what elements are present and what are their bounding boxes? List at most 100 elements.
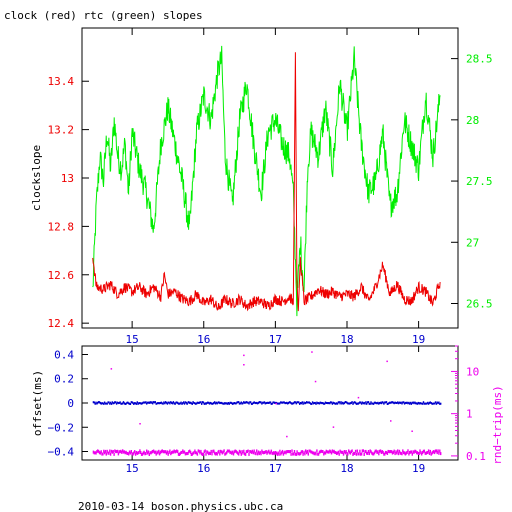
rndtrip-point (212, 449, 214, 453)
offset-y-tick-label: 0 (67, 397, 74, 410)
offset-point (231, 402, 233, 405)
rndtrip-point (432, 450, 434, 454)
rndtrip-point (280, 452, 282, 456)
rndtrip-y-axis-label: rnd−trip(ms) (491, 385, 504, 464)
offset-point (340, 401, 342, 404)
offset-point (280, 401, 282, 404)
rndtrip-point (407, 449, 409, 453)
slopes-x-tick-label: 19 (412, 333, 425, 346)
offset-point (92, 401, 95, 404)
rndtrip-point (412, 450, 414, 454)
rndtrip-point (435, 449, 438, 453)
rndtrip-point (296, 450, 298, 454)
offset-point (379, 401, 382, 404)
rndtrip-point (324, 451, 327, 455)
offset-point (145, 401, 147, 404)
offset-point (131, 401, 133, 404)
offset-point (365, 401, 367, 404)
offset-point (214, 402, 217, 405)
offset-point (258, 401, 260, 404)
rndtrip-point (224, 452, 226, 456)
offset-point (350, 401, 352, 404)
offset-point (312, 402, 315, 405)
offset-point (259, 401, 261, 404)
offset-point (354, 401, 356, 404)
offset-point (107, 401, 109, 404)
offset-point (118, 402, 120, 404)
rndtrip-point (299, 451, 302, 455)
rndtrip-point (374, 449, 376, 453)
offset-point (360, 402, 363, 405)
offset-point (270, 402, 272, 405)
offset-panel: offset(ms) rnd−trip(ms) 15 16 17 18 19 −0.4 −0… (31, 345, 504, 475)
offset-point (162, 402, 164, 405)
rndtrip-point (120, 449, 122, 453)
offset-point (352, 402, 354, 405)
rndtrip-point (319, 450, 321, 454)
offset-point (159, 402, 162, 404)
rndtrip-point (389, 450, 391, 454)
rndtrip-point (210, 449, 212, 453)
offset-point (329, 402, 331, 405)
offset-point (390, 401, 392, 404)
offset-point (428, 401, 431, 404)
rndtrip-point (329, 450, 332, 454)
offset-point (285, 402, 287, 405)
rndtrip-point (337, 450, 340, 454)
rndtrip-point (305, 449, 307, 453)
rndtrip-point (279, 449, 281, 453)
rndtrip-point (417, 452, 419, 455)
offset-point (94, 402, 96, 405)
offset-point (420, 402, 422, 405)
offset-point (178, 402, 181, 405)
offset-point (222, 402, 224, 405)
offset-point (323, 402, 326, 405)
rndtrip-point (399, 451, 401, 455)
offset-point (132, 401, 134, 404)
rndtrip-point (353, 451, 355, 455)
rndtrip-y2-tick-label: 10 (466, 365, 479, 378)
rndtrip-point (418, 452, 420, 455)
offset-point (154, 401, 156, 404)
offset-point (219, 402, 221, 405)
offset-point (268, 402, 270, 404)
rndtrip-point (404, 452, 407, 456)
rndtrip-point (124, 451, 126, 455)
rndtrip-point (400, 451, 402, 455)
rndtrip-point (437, 449, 439, 453)
offset-point (266, 401, 268, 404)
offset-point (400, 401, 402, 404)
rndtrip-point (427, 451, 429, 454)
slopes-y-tick-label: 13.4 (48, 75, 75, 88)
rndtrip-point (235, 449, 237, 453)
rndtrip-point (149, 451, 151, 455)
rndtrip-point (163, 450, 165, 454)
rndtrip-point (356, 449, 358, 453)
rndtrip-point (330, 451, 333, 455)
rndtrip-point (114, 449, 116, 453)
rndtrip-point (293, 450, 296, 453)
offset-point (408, 401, 410, 404)
rndtrip-point (162, 450, 164, 454)
offset-point (116, 401, 119, 404)
offset-point (128, 402, 131, 405)
offset-point (339, 402, 341, 405)
offset-point (391, 401, 393, 404)
rndtrip-point (378, 449, 381, 453)
offset-point (97, 401, 99, 404)
rndtrip-point (175, 450, 177, 454)
offset-point (141, 402, 144, 405)
rndtrip-point (132, 452, 134, 456)
rndtrip-point (134, 450, 136, 454)
rndtrip-point (220, 450, 223, 454)
rndtrip-point (101, 452, 103, 456)
offset-point (382, 401, 384, 404)
rndtrip-point (289, 450, 291, 453)
offset-point (424, 402, 426, 405)
offset-point (306, 401, 309, 404)
rndtrip-point (260, 452, 262, 456)
rndtrip-point (116, 449, 119, 453)
rndtrip-point (270, 449, 272, 453)
rndtrip-point (192, 451, 194, 455)
rndtrip-y2-tick-label: 0.1 (466, 450, 486, 463)
